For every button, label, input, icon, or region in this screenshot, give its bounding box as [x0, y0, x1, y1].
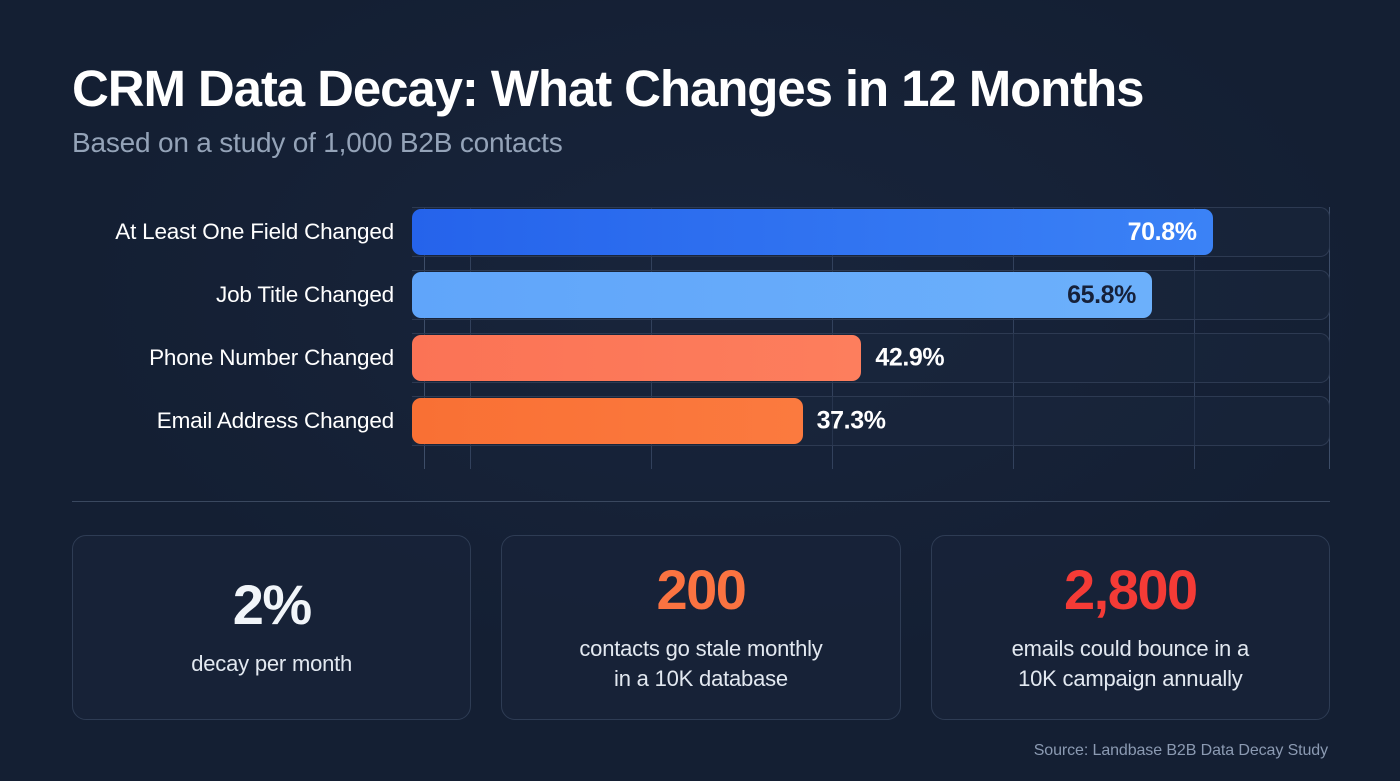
chart-row: Job Title Changed 65.8%: [72, 270, 1330, 320]
page-subtitle: Based on a study of 1,000 B2B contacts: [72, 127, 563, 159]
stat-card-value: 2,800: [1064, 558, 1198, 622]
bar-wrapper: 65.8%: [412, 272, 1153, 318]
bar-fill[interactable]: [412, 398, 803, 444]
chart-row: Phone Number Changed 42.9%: [72, 333, 1330, 383]
bar-wrapper: [412, 398, 803, 444]
stat-card-value: 200: [656, 558, 747, 622]
stat-card-label: emails could bounce in a 10K campaign an…: [1011, 636, 1250, 691]
bar-fill[interactable]: 70.8%: [412, 209, 1213, 255]
bar-wrapper: [412, 335, 862, 381]
bar-value-label: 37.3%: [816, 406, 886, 435]
bar-track: 65.8%: [412, 270, 1330, 320]
stat-card-value: 2%: [232, 572, 312, 636]
header: CRM Data Decay: What Changes in 12 Month…: [72, 60, 1332, 159]
bar-value-label: 65.8%: [1067, 280, 1137, 309]
bar-value-label: 70.8%: [1127, 217, 1197, 246]
stat-card-label: decay per month: [191, 650, 353, 676]
stat-card-label: contacts go stale monthly in a 10K datab…: [579, 636, 823, 691]
bar-fill[interactable]: [412, 335, 862, 381]
section-divider: [72, 501, 1330, 502]
page-title: CRM Data Decay: What Changes in 12 Month…: [72, 60, 1145, 117]
bar-category-label: Phone Number Changed: [149, 345, 394, 370]
bar-chart: At Least One Field Changed 70.8% Job Tit…: [72, 207, 1330, 469]
stat-card: 2,800 emails could bounce in a 10K campa…: [930, 535, 1330, 720]
chart-row: Email Address Changed 37.3%: [72, 396, 1330, 446]
bar-value-label: 42.9%: [875, 343, 945, 372]
bar-fill[interactable]: 65.8%: [412, 272, 1153, 318]
chart-rows: At Least One Field Changed 70.8% Job Tit…: [72, 207, 1330, 469]
bar-category-label: Email Address Changed: [156, 408, 394, 433]
stat-card: 2% decay per month: [72, 535, 472, 720]
stat-card: 200 contacts go stale monthly in a 10K d…: [501, 535, 901, 720]
stat-cards: 2% decay per month 200 contacts go stale…: [72, 535, 1330, 720]
bar-track: 37.3%: [412, 396, 1330, 446]
bar-wrapper: 70.8%: [412, 209, 1213, 255]
source-attribution: Source: Landbase B2B Data Decay Study: [1033, 742, 1328, 759]
bar-track: 42.9%: [412, 333, 1330, 383]
bar-category-label: Job Title Changed: [216, 282, 394, 307]
bar-category-label: At Least One Field Changed: [115, 219, 394, 244]
chart-row: At Least One Field Changed 70.8%: [72, 207, 1330, 257]
bar-track: 70.8%: [412, 207, 1330, 257]
